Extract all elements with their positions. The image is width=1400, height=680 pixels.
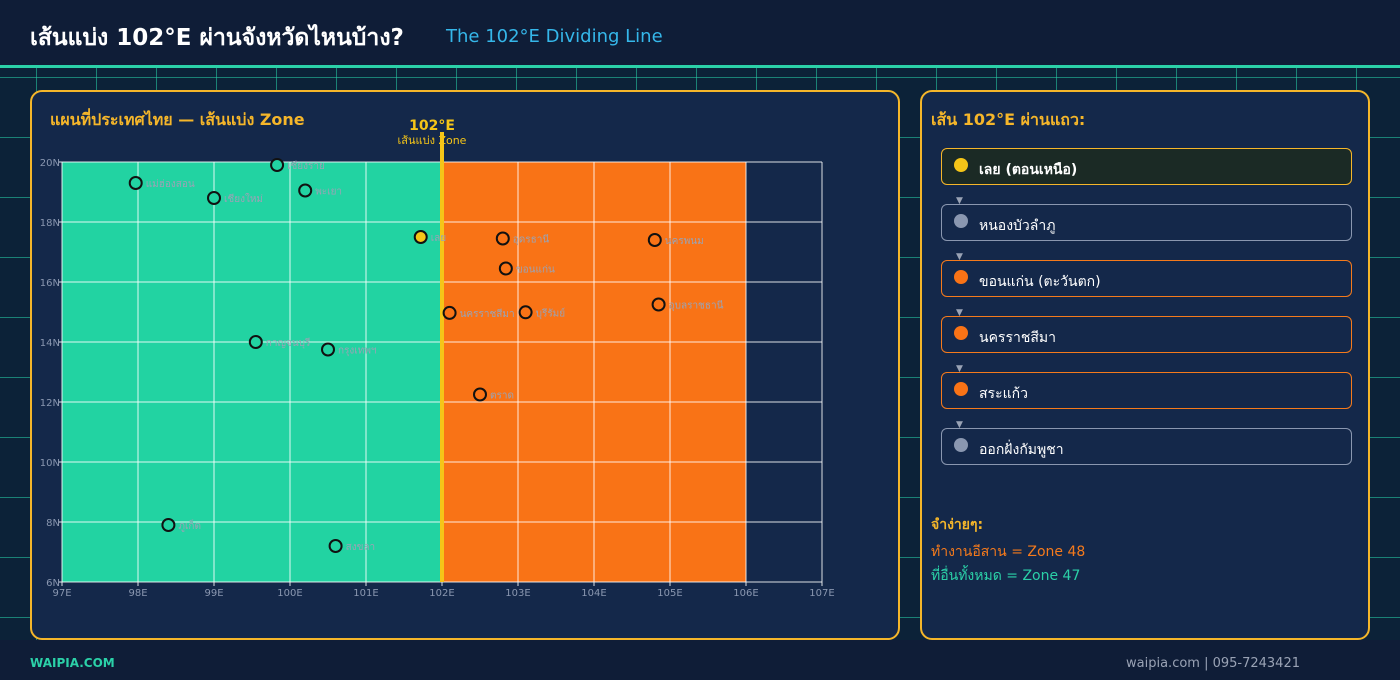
y-tick-label: 12N xyxy=(40,398,60,409)
y-tick-label: 6N xyxy=(46,578,60,589)
province-label: เชียงราย xyxy=(287,160,325,172)
step-label: หนองบัวลำภู xyxy=(979,218,1056,234)
side-panel: เส้น 102°E ผ่านแถว: เลย (ตอนเหนือ) ▼ หนอ… xyxy=(920,90,1370,640)
route-step-loei: เลย (ตอนเหนือ) xyxy=(941,148,1352,185)
page-subtitle: The 102°E Dividing Line xyxy=(446,26,663,47)
x-tick-label: 97E xyxy=(52,588,71,599)
step-dot xyxy=(954,214,968,228)
y-tick-label: 10N xyxy=(40,458,60,469)
step-label: นครราชสีมา xyxy=(979,330,1056,346)
province-label: ตราด xyxy=(490,391,514,402)
x-tick-label: 99E xyxy=(204,588,223,599)
province-point xyxy=(498,261,513,276)
contact-info: waipia.com | 095-7243421 xyxy=(1126,656,1300,671)
x-tick-label: 104E xyxy=(581,588,606,599)
step-dot xyxy=(954,158,968,172)
step-label: สระแก้ว xyxy=(979,386,1028,402)
y-tick-label: 8N xyxy=(46,518,60,529)
province-point xyxy=(248,335,263,349)
province-label: บุรีรัมย์ xyxy=(536,307,566,319)
step-label: เลย (ตอนเหนือ) xyxy=(979,162,1078,178)
header: เส้นแบ่ง 102°E ผ่านจังหวัดไหนบ้าง? The 1… xyxy=(0,0,1400,68)
province-point xyxy=(495,231,510,246)
x-tick-label: 102E xyxy=(429,588,454,599)
down-arrow-icon: ▼ xyxy=(956,252,963,262)
footer: WAIPIA.COM waipia.com | 095-7243421 xyxy=(0,640,1400,680)
down-arrow-icon: ▼ xyxy=(956,364,963,374)
route-step-cambodia: ออกฝั่งกัมพูชา xyxy=(941,428,1352,465)
memo-zone48: ทำงานอีสาน = Zone 48 xyxy=(931,544,1086,560)
step-label: ออกฝั่งกัมพูชา xyxy=(979,442,1064,458)
down-arrow-icon: ▼ xyxy=(956,420,963,430)
y-tick-label: 16N xyxy=(40,278,60,289)
province-label: เลย xyxy=(431,233,446,244)
province-label: สงขลา xyxy=(346,542,376,553)
province-label: นครพนม xyxy=(665,236,704,247)
memo-title: จำง่ายๆ: xyxy=(931,517,984,533)
province-label: ภูเก็ต xyxy=(178,518,201,532)
x-tick-label: 103E xyxy=(505,588,530,599)
x-tick-label: 100E xyxy=(277,588,302,599)
province-label: อุดรธานี xyxy=(513,234,550,246)
province-label: เชียงใหม่ xyxy=(224,193,263,205)
province-point xyxy=(647,233,662,247)
map-title: แผนที่ประเทศไทย — เส้นแบ่ง Zone xyxy=(50,110,305,129)
province-point xyxy=(207,191,221,205)
province-point xyxy=(473,387,487,402)
step-dot xyxy=(954,326,968,340)
province-point xyxy=(518,305,533,320)
divider-sublabel: เส้นแบ่ง Zone xyxy=(398,134,467,147)
province-label: นครราชสีมา xyxy=(460,308,515,320)
y-tick-label: 18N xyxy=(40,218,60,229)
step-label: ขอนแก่น (ตะวันตก) xyxy=(979,274,1101,290)
province-point xyxy=(298,183,313,198)
route-step-khonkaen: ขอนแก่น (ตะวันตก) xyxy=(941,260,1352,297)
route-step-nakhonratchasima: นครราชสีมา xyxy=(941,316,1352,353)
memo-zone47: ที่อื่นทั้งหมด = Zone 47 xyxy=(931,568,1081,584)
step-dot xyxy=(954,382,968,396)
zone-region-zone-47 xyxy=(62,162,442,582)
province-label: กรุงเทพฯ xyxy=(338,346,377,357)
province-point xyxy=(161,518,176,532)
province-point xyxy=(328,539,343,553)
route-step-sakaeo: สระแก้ว xyxy=(941,372,1352,409)
x-tick-label: 98E xyxy=(128,588,147,599)
y-tick-label: 14N xyxy=(40,338,60,349)
x-tick-label: 101E xyxy=(353,588,378,599)
down-arrow-icon: ▼ xyxy=(956,196,963,206)
page-title: เส้นแบ่ง 102°E ผ่านจังหวัดไหนบ้าง? xyxy=(30,25,404,51)
province-label: อุบลราชธานี xyxy=(669,300,724,312)
province-point xyxy=(321,342,335,357)
x-tick-label: 105E xyxy=(657,588,682,599)
brand-logo[interactable]: WAIPIA.COM xyxy=(30,656,115,670)
province-label: ขอนแก่น xyxy=(516,265,555,276)
province-point xyxy=(128,176,143,190)
down-arrow-icon: ▼ xyxy=(956,308,963,318)
province-point xyxy=(413,230,428,244)
thailand-zone-map: 97E 98E 99E 100E 101E 102E 103E 104E 105E 106E 107… xyxy=(40,118,835,599)
step-dot xyxy=(954,270,968,284)
side-title: เส้น 102°E ผ่านแถว: xyxy=(931,110,1086,129)
province-label: กาญจนบุรี xyxy=(266,337,311,349)
divider-label: 102°E xyxy=(409,118,455,134)
province-point xyxy=(270,158,285,172)
province-point xyxy=(651,297,666,312)
y-tick-label: 20N xyxy=(40,158,60,169)
map-panel: แผนที่ประเทศไทย — เส้นแบ่ง Zone 97E 98E 99… xyxy=(30,90,900,640)
province-label: พะเยา xyxy=(315,187,342,198)
x-tick-label: 107E xyxy=(809,588,834,599)
step-dot xyxy=(954,438,968,452)
x-tick-label: 106E xyxy=(733,588,758,599)
province-label: แม่ฮ่องสอน xyxy=(146,179,195,190)
province-point xyxy=(442,305,457,320)
route-step-nongbualamphu: หนองบัวลำภู xyxy=(941,204,1352,241)
